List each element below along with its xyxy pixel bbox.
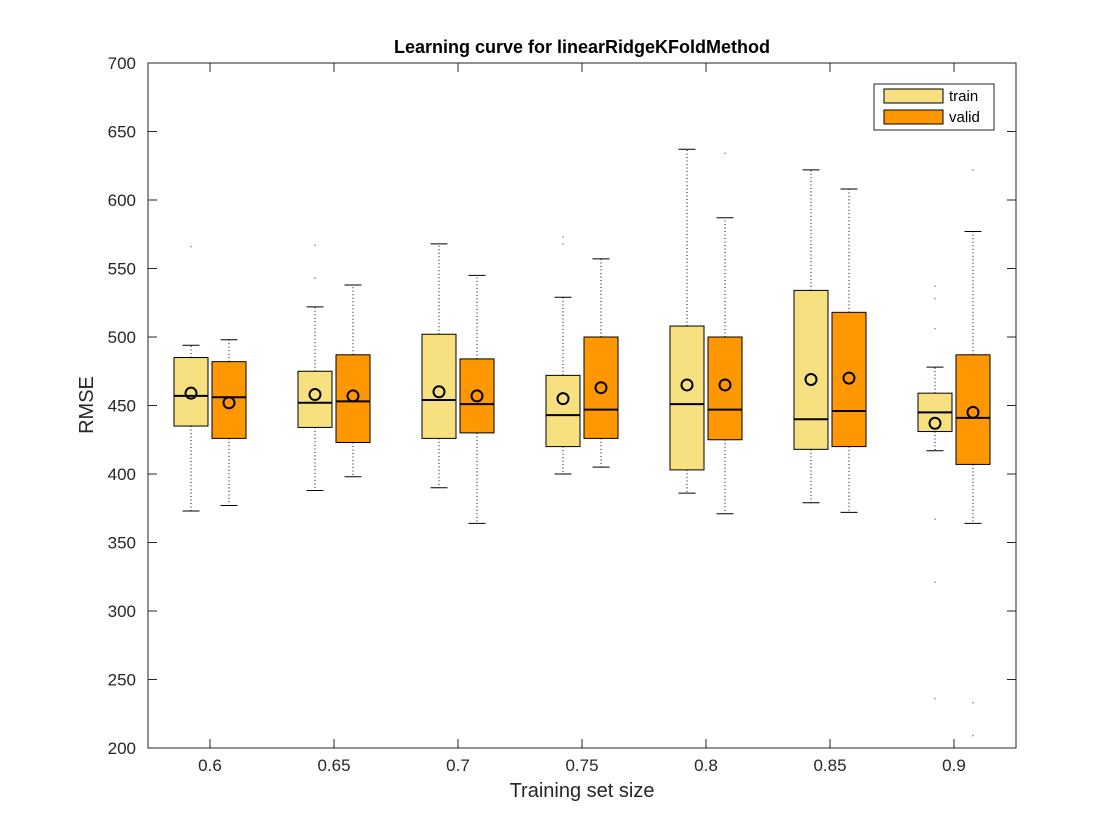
y-tick-label: 450 xyxy=(108,397,136,416)
mean-marker xyxy=(842,371,856,385)
x-axis-label: Training set size xyxy=(510,780,655,802)
y-axis-label: RMSE xyxy=(76,376,98,434)
outlier-point xyxy=(934,581,936,584)
outlier-point xyxy=(314,277,316,279)
mean-marker xyxy=(432,385,446,399)
train-box-0.7 xyxy=(421,243,457,489)
y-tick-label: 500 xyxy=(108,328,136,347)
outlier-point xyxy=(934,285,936,288)
legend-label-valid: valid xyxy=(949,109,980,126)
box-iqr xyxy=(793,289,829,450)
y-tick-label: 650 xyxy=(108,123,136,142)
outlier-point xyxy=(314,244,316,247)
box-iqr xyxy=(173,357,209,427)
box-iqr xyxy=(955,354,991,465)
mean-marker xyxy=(804,372,818,386)
mean-marker xyxy=(184,386,198,400)
box-iqr xyxy=(335,354,371,443)
x-tick-label: 0.65 xyxy=(317,756,350,775)
box-iqr xyxy=(831,311,867,448)
mean-marker xyxy=(308,388,322,402)
train-box-0.65 xyxy=(297,244,333,491)
x-tick-label: 0.75 xyxy=(565,756,598,775)
legend-swatch-train xyxy=(883,88,944,104)
valid-box-0.65 xyxy=(335,284,371,478)
outlier-point xyxy=(934,297,936,300)
box-iqr xyxy=(583,336,619,439)
mean-marker xyxy=(966,405,980,419)
outlier-point xyxy=(724,152,726,155)
mean-marker xyxy=(594,381,608,395)
mean-marker xyxy=(718,378,732,392)
x-tick-label: 0.7 xyxy=(446,756,470,775)
legend-swatch-valid xyxy=(883,109,944,125)
outlier-point xyxy=(934,327,936,330)
train-box-0.9 xyxy=(917,285,953,700)
y-tick-label: 400 xyxy=(108,465,136,484)
outlier-point xyxy=(934,697,936,700)
plot-area xyxy=(148,63,1016,748)
mean-marker xyxy=(928,416,942,430)
x-tick-label: 0.8 xyxy=(694,756,718,775)
outlier-point xyxy=(972,701,974,704)
train-box-0.75 xyxy=(545,236,581,475)
valid-box-0.6 xyxy=(211,339,247,507)
box-iqr xyxy=(421,333,457,439)
train-box-0.85 xyxy=(793,169,829,504)
mean-marker xyxy=(556,392,570,406)
valid-box-0.75 xyxy=(583,258,619,468)
chart-title: Learning curve for linearRidgeKFoldMetho… xyxy=(394,37,770,57)
mean-marker xyxy=(470,389,484,403)
box-iqr xyxy=(545,374,581,448)
outlier-point xyxy=(190,245,192,248)
outlier-point xyxy=(562,242,564,245)
valid-box-0.8 xyxy=(707,152,743,515)
y-tick-label: 600 xyxy=(108,191,136,210)
outlier-point xyxy=(562,236,564,238)
mean-marker xyxy=(680,378,694,392)
mean-marker xyxy=(346,389,360,403)
valid-box-0.7 xyxy=(459,274,495,524)
box-group xyxy=(173,148,991,737)
y-tick-label: 250 xyxy=(108,671,136,690)
box-iqr xyxy=(707,336,743,441)
x-tick-label: 0.6 xyxy=(198,756,222,775)
legend: train valid xyxy=(873,83,995,131)
outlier-point xyxy=(972,168,974,171)
x-axis-ticks: 0.6 0.65 0.7 0.75 0.8 0.85 0.9 xyxy=(198,63,966,775)
valid-box-0.85 xyxy=(831,188,867,513)
train-box-0.8 xyxy=(669,148,705,494)
y-tick-label: 200 xyxy=(108,739,136,758)
y-tick-label: 300 xyxy=(108,602,136,621)
train-box-0.6 xyxy=(173,245,209,512)
y-axis-ticks: 200 250 300 350 400 450 500 550 600 650 700 xyxy=(108,54,1016,758)
y-tick-label: 350 xyxy=(108,534,136,553)
y-tick-label: 550 xyxy=(108,260,136,279)
x-tick-label: 0.85 xyxy=(813,756,846,775)
outlier-point xyxy=(972,734,974,737)
box-iqr xyxy=(459,358,495,434)
box-iqr xyxy=(211,361,247,439)
valid-box-0.9 xyxy=(955,168,991,737)
box-iqr xyxy=(669,325,705,471)
legend-label-train: train xyxy=(949,88,978,105)
outlier-point xyxy=(934,518,936,521)
y-tick-label: 700 xyxy=(108,54,136,73)
mean-marker xyxy=(222,396,236,410)
x-tick-label: 0.9 xyxy=(942,756,966,775)
plot-frame xyxy=(147,62,1017,749)
